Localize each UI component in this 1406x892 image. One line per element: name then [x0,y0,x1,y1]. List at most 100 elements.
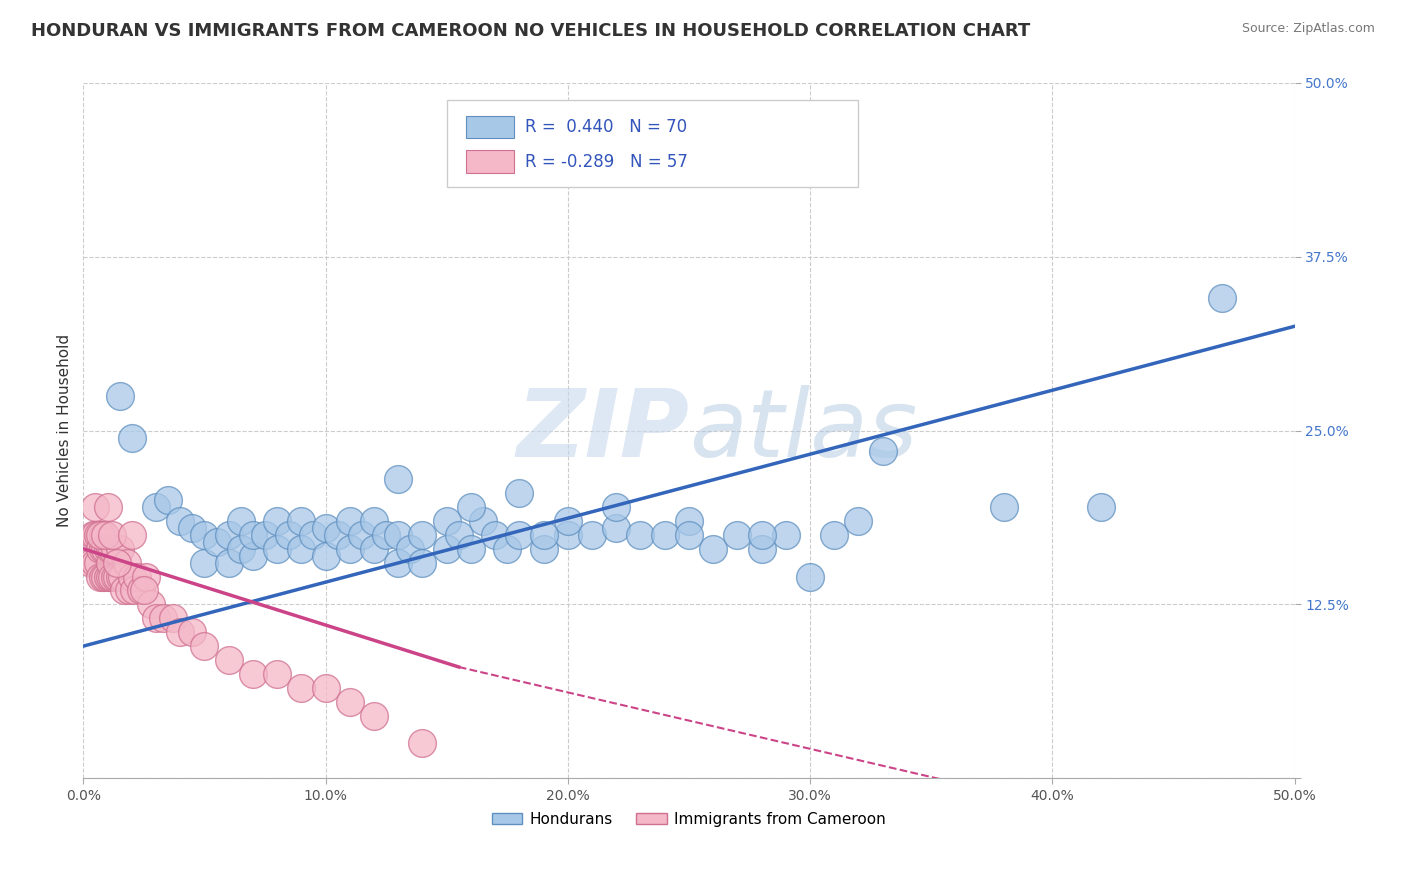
Point [169,514,191,528]
FancyBboxPatch shape [465,116,515,138]
Point [363,708,385,723]
Point [101,541,124,556]
Point [104,541,127,556]
Point [350,528,373,542]
Point [87,528,110,542]
Point [135,569,157,583]
Point [145,611,167,625]
Point [411,736,433,750]
Point [193,556,215,570]
Point [533,541,555,556]
Point [702,541,724,556]
Point [152,611,174,625]
Point [1211,292,1233,306]
Point [775,528,797,542]
Point [229,514,252,528]
Point [115,556,138,570]
Point [242,528,264,542]
Point [399,541,422,556]
Point [387,528,409,542]
Point [193,639,215,653]
Point [89,528,111,542]
Point [229,541,252,556]
Point [290,514,312,528]
Point [181,625,204,640]
Point [98,541,121,556]
Point [436,514,458,528]
Point [89,569,111,583]
Point [101,569,124,583]
Point [253,528,276,542]
Point [96,541,118,556]
Point [993,500,1015,514]
Point [315,521,337,535]
Point [105,569,128,583]
FancyBboxPatch shape [447,100,859,187]
Point [725,528,748,542]
Point [242,549,264,563]
Point [872,444,894,458]
Point [91,528,114,542]
Point [89,541,111,556]
Point [290,541,312,556]
Point [339,514,361,528]
Point [799,569,821,583]
Point [104,569,127,583]
Point [105,556,128,570]
Point [108,389,131,403]
Point [131,583,153,598]
Point [82,528,104,542]
FancyBboxPatch shape [465,151,515,173]
Text: ZIP: ZIP [516,384,689,476]
Point [101,528,124,542]
Point [557,514,579,528]
Point [315,549,337,563]
Y-axis label: No Vehicles in Household: No Vehicles in Household [58,334,72,527]
Point [111,569,134,583]
Point [508,528,530,542]
Point [484,528,506,542]
Point [751,528,773,542]
Point [605,521,627,535]
Point [84,556,107,570]
Point [678,514,700,528]
Point [87,556,110,570]
Point [118,583,141,598]
Point [266,667,288,681]
Point [91,541,114,556]
Point [290,681,312,695]
Point [339,541,361,556]
Point [139,598,162,612]
Point [84,528,107,542]
Point [96,569,118,583]
Point [121,528,143,542]
Point [678,528,700,542]
Text: atlas: atlas [689,385,917,476]
Point [363,541,385,556]
Point [630,528,652,542]
Point [108,541,131,556]
Point [460,500,482,514]
Point [91,569,114,583]
Point [751,541,773,556]
Text: Source: ZipAtlas.com: Source: ZipAtlas.com [1241,22,1375,36]
Text: R = -0.289   N = 57: R = -0.289 N = 57 [526,153,689,170]
Point [411,528,433,542]
Point [387,472,409,486]
Point [218,556,240,570]
Point [533,528,555,542]
Point [447,528,470,542]
Point [266,514,288,528]
Point [94,541,117,556]
Point [169,625,191,640]
Point [125,569,148,583]
Point [108,569,131,583]
Point [605,500,627,514]
Point [218,653,240,667]
Point [326,528,349,542]
Point [121,431,143,445]
Point [242,667,264,681]
Point [496,541,519,556]
Point [79,556,101,570]
Point [387,556,409,570]
